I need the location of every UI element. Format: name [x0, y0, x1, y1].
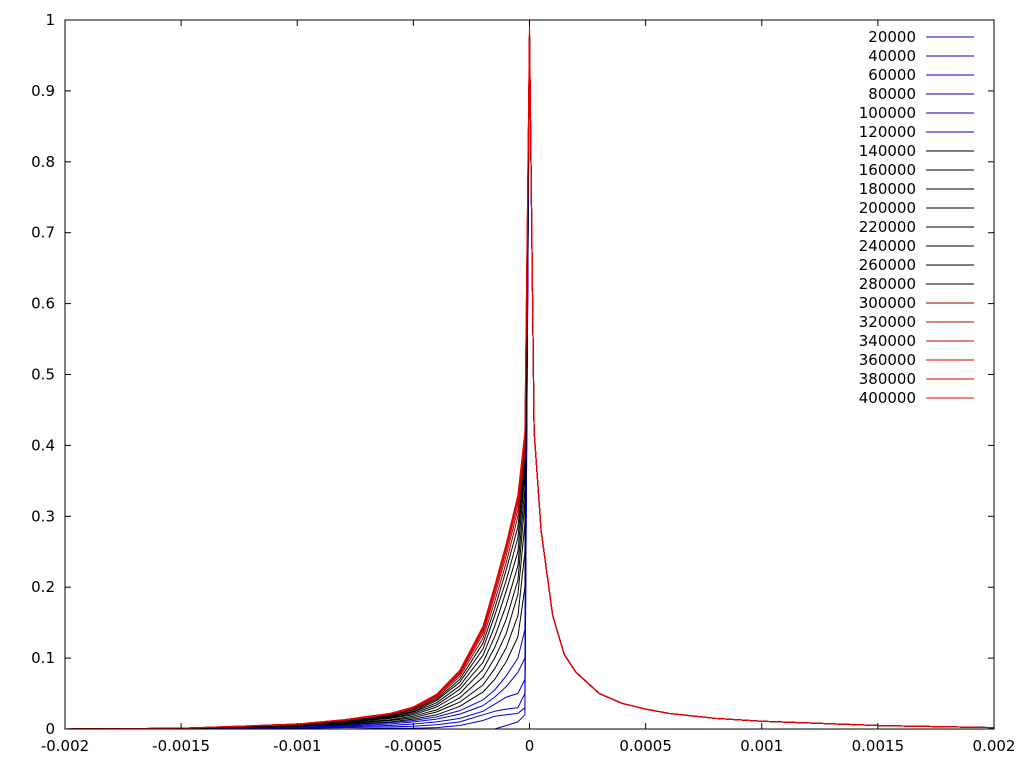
legend-label: 240000 [859, 237, 916, 255]
x-tick-label: -0.0005 [384, 737, 442, 755]
series-line-300000 [64, 33, 995, 730]
legend-label: 60000 [868, 66, 916, 84]
y-tick-label: 0.6 [31, 295, 55, 313]
series-line-400000 [64, 19, 995, 730]
x-tick-label: 0.0015 [852, 737, 905, 755]
series-line-200000 [64, 33, 995, 730]
y-tick-label: 0.8 [31, 153, 55, 171]
legend-label: 80000 [868, 85, 916, 103]
x-tick-label: 0.0005 [619, 737, 672, 755]
series-line-80000 [65, 33, 995, 730]
series-line-40000 [65, 33, 995, 730]
legend-label: 180000 [859, 180, 916, 198]
legend-label: 220000 [859, 218, 916, 236]
y-tick-label: 0.1 [31, 649, 55, 667]
series-line-380000 [64, 33, 995, 730]
series-line-100000 [64, 33, 995, 730]
y-tick-label: 0.7 [31, 224, 55, 242]
series-line-60000 [65, 33, 995, 730]
legend-label: 260000 [859, 256, 916, 274]
legend-label: 320000 [859, 313, 916, 331]
x-tick-label: -0.002 [41, 737, 89, 755]
series-line-240000 [64, 33, 995, 730]
series-line-340000 [64, 33, 995, 730]
legend-label: 40000 [868, 47, 916, 65]
x-tick-label: 0.002 [973, 737, 1016, 755]
legend-label: 100000 [859, 104, 916, 122]
y-tick-label: 0.2 [31, 578, 55, 596]
y-tick-label: 0.9 [31, 82, 55, 100]
series-line-180000 [64, 33, 995, 730]
legend-label: 400000 [859, 389, 916, 407]
x-tick-label: 0.001 [740, 737, 783, 755]
legend: 2000040000600008000010000012000014000016… [859, 28, 974, 407]
legend-label: 360000 [859, 351, 916, 369]
plot-frame [64, 19, 995, 730]
x-tick-label: -0.001 [273, 737, 321, 755]
series-line-320000 [64, 33, 995, 730]
legend-label: 120000 [859, 123, 916, 141]
series-line-140000 [64, 33, 995, 730]
legend-label: 280000 [859, 275, 916, 293]
legend-label: 340000 [859, 332, 916, 350]
series-line-280000 [64, 33, 995, 730]
y-tick-label: 0.4 [31, 436, 55, 454]
y-tick-label: 0.3 [31, 507, 55, 525]
series-line-260000 [64, 33, 995, 730]
series-line-360000 [64, 33, 995, 730]
series-line-160000 [64, 33, 995, 730]
legend-label: 300000 [859, 294, 916, 312]
series-line-20000 [65, 33, 995, 730]
x-tick-label: -0.0015 [152, 737, 210, 755]
legend-label: 200000 [859, 199, 916, 217]
y-tick-label: 0.5 [31, 366, 55, 384]
legend-label: 140000 [859, 142, 916, 160]
y-tick-label: 0 [45, 720, 55, 738]
legend-label: 20000 [868, 28, 916, 46]
series-layer [64, 19, 995, 730]
series-line-220000 [64, 33, 995, 730]
series-line-120000 [64, 33, 995, 730]
x-tick-label: 0 [525, 737, 535, 755]
legend-label: 380000 [859, 370, 916, 388]
legend-label: 160000 [859, 161, 916, 179]
ticks-layer: -0.002 -0.0015 -0.001 -0.0005 0 0.0005 0.001 0.… [31, 11, 1015, 755]
y-tick-label: 1 [45, 11, 55, 29]
